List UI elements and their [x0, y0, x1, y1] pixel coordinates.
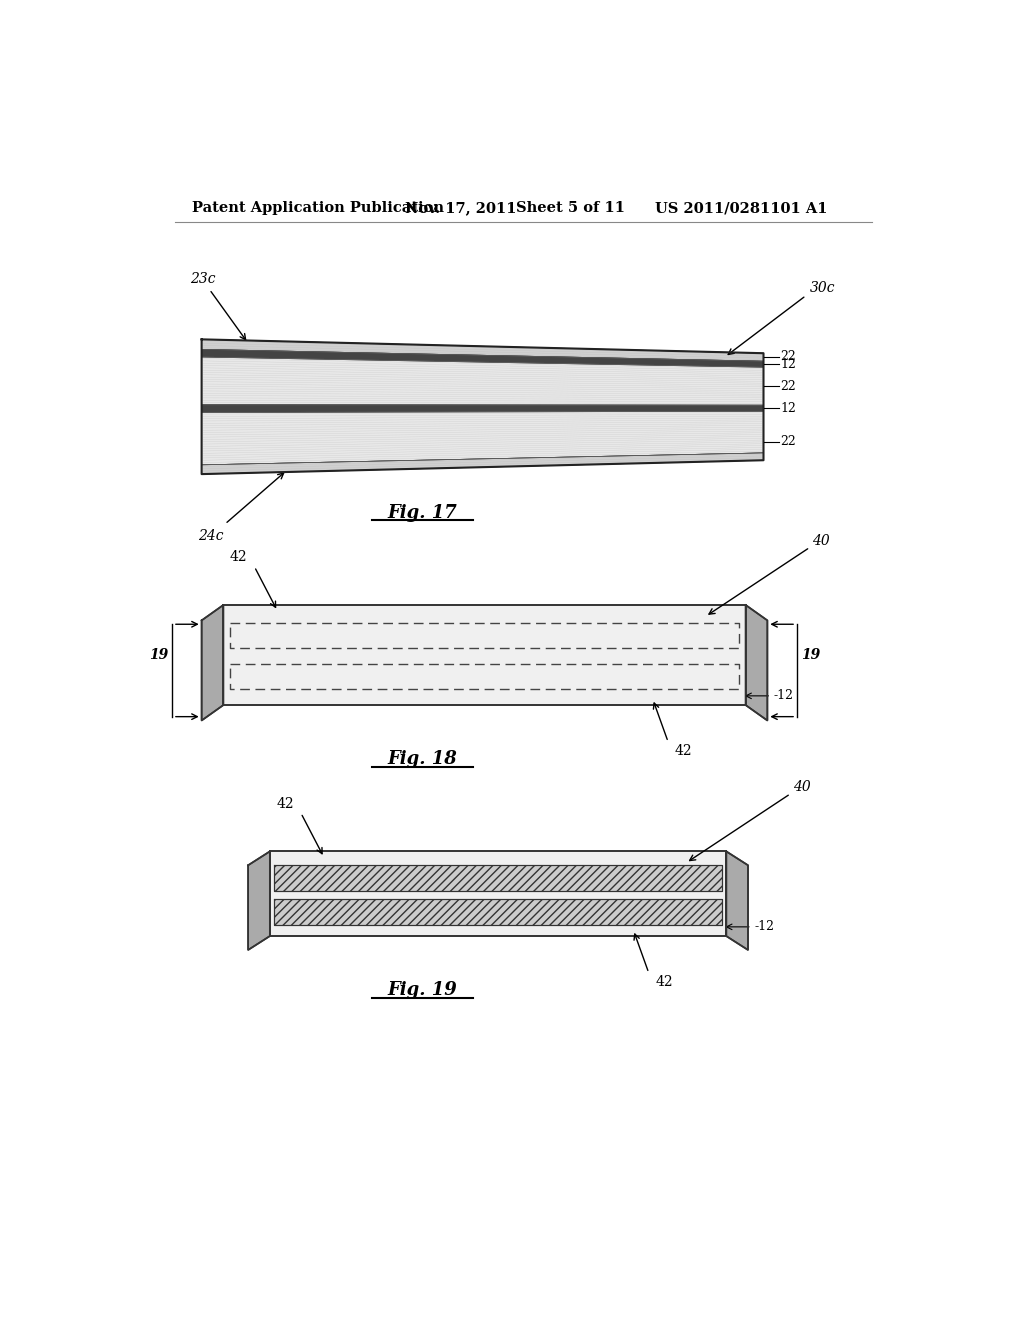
Text: 40: 40 — [793, 780, 811, 795]
Text: 22: 22 — [780, 380, 797, 393]
Text: -12: -12 — [773, 689, 794, 702]
Text: Fig. 17: Fig. 17 — [388, 504, 458, 521]
Text: 19: 19 — [801, 648, 820, 663]
Polygon shape — [202, 405, 764, 412]
Polygon shape — [202, 412, 764, 465]
Text: -12: -12 — [755, 920, 774, 933]
Polygon shape — [202, 350, 764, 367]
Polygon shape — [202, 358, 764, 405]
Polygon shape — [270, 851, 726, 936]
Polygon shape — [248, 851, 270, 950]
Polygon shape — [202, 453, 764, 474]
Text: 42: 42 — [230, 550, 248, 564]
Text: 42: 42 — [675, 744, 692, 758]
Text: 22: 22 — [780, 436, 797, 449]
Text: Nov. 17, 2011: Nov. 17, 2011 — [406, 202, 517, 215]
Text: 19: 19 — [150, 648, 168, 663]
Text: 24c: 24c — [198, 529, 223, 543]
Text: 12: 12 — [780, 401, 797, 414]
Polygon shape — [726, 851, 748, 950]
Text: Fig. 19: Fig. 19 — [388, 981, 458, 999]
Text: 42: 42 — [655, 975, 673, 989]
Polygon shape — [202, 339, 764, 362]
Text: Fig. 18: Fig. 18 — [388, 750, 458, 768]
Text: Patent Application Publication: Patent Application Publication — [191, 202, 443, 215]
Polygon shape — [273, 899, 722, 925]
Polygon shape — [223, 605, 745, 705]
Text: US 2011/0281101 A1: US 2011/0281101 A1 — [655, 202, 827, 215]
Text: 23c: 23c — [190, 272, 215, 286]
Text: 42: 42 — [276, 797, 294, 810]
Polygon shape — [202, 605, 223, 721]
Polygon shape — [273, 866, 722, 891]
Text: 22: 22 — [780, 350, 797, 363]
Text: 30c: 30c — [810, 281, 836, 294]
Polygon shape — [745, 605, 767, 721]
Text: 40: 40 — [812, 535, 830, 548]
Text: Sheet 5 of 11: Sheet 5 of 11 — [515, 202, 625, 215]
Text: 12: 12 — [780, 358, 797, 371]
